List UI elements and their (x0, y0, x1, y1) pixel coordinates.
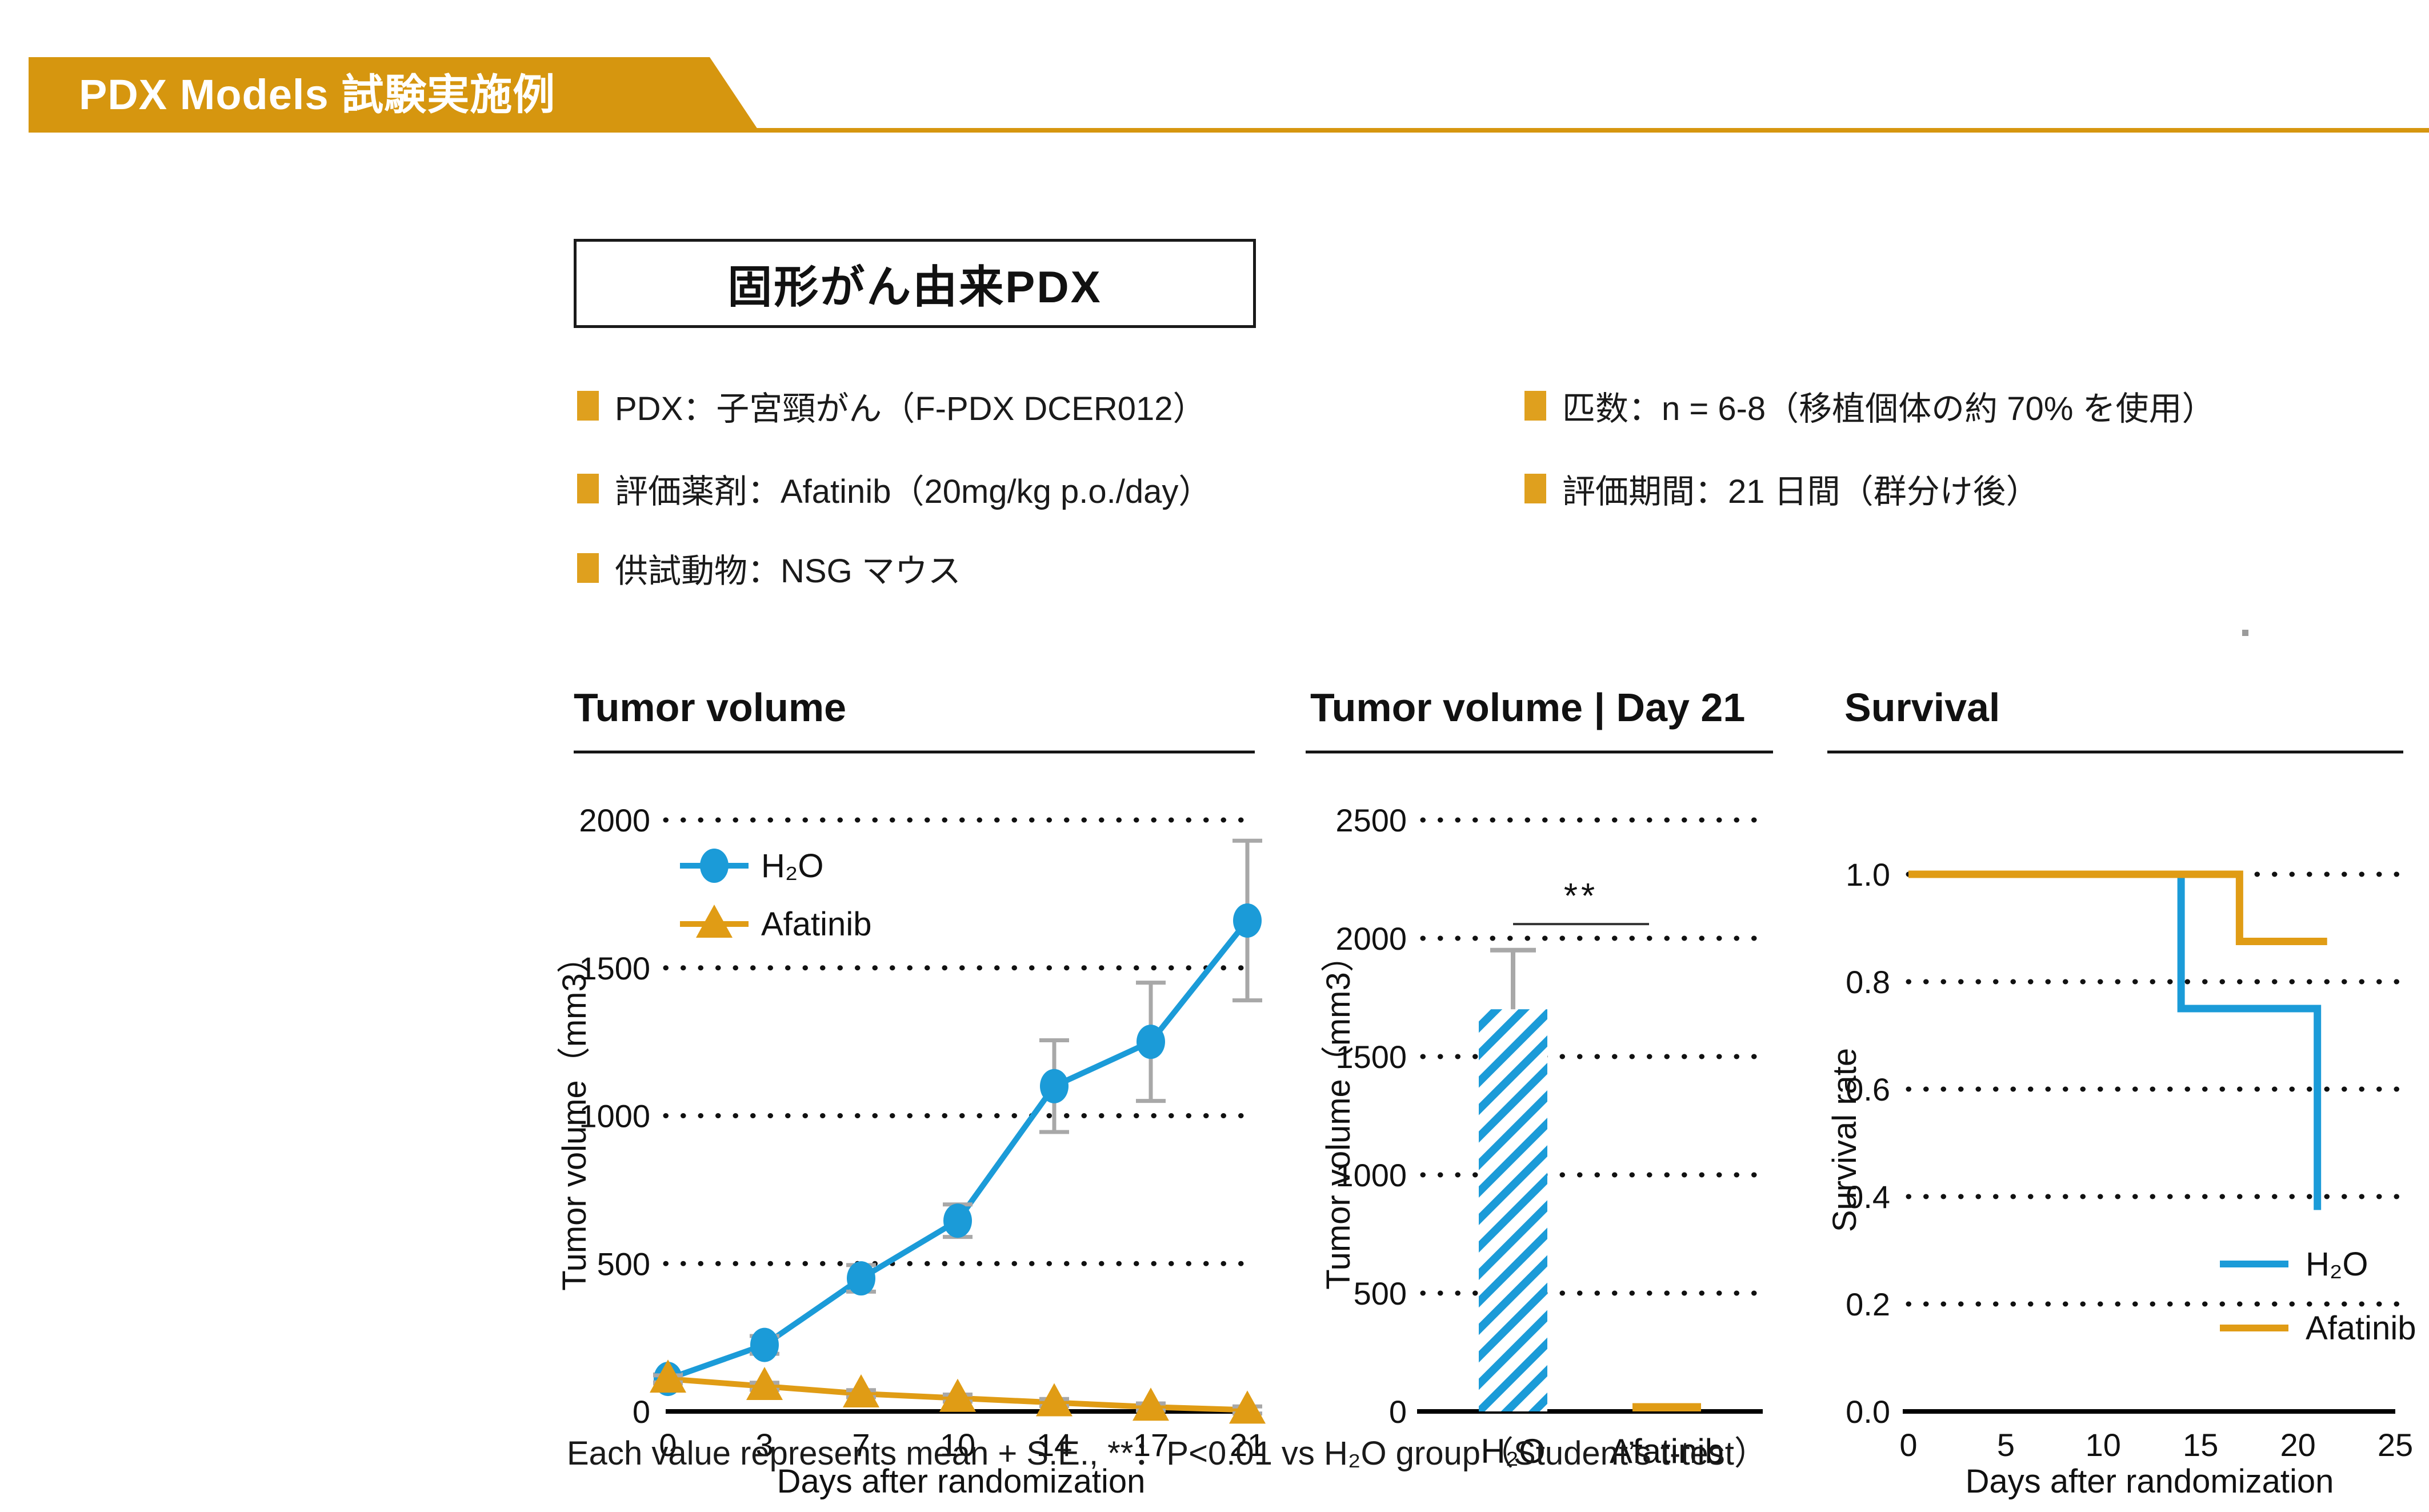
chart1-title: Tumor volume (574, 685, 846, 730)
y-tick-label: 2000 (579, 802, 650, 838)
bullet-n: 匹数：n = 6-8（移植個体の約 70% を使用） (1524, 382, 2215, 430)
data-point-marker-triangle (1036, 1383, 1073, 1417)
bullet-period-label: 評価期間：21 日間（群分け後） (1562, 473, 2039, 510)
bar (1632, 1403, 1701, 1411)
y-tick-label: 0 (633, 1394, 650, 1430)
data-point-marker-circle (1137, 1025, 1165, 1059)
y-tick-label: 0.6 (1846, 1071, 1890, 1107)
legend-label: Afatinib (761, 906, 871, 943)
x-tick-label: 20 (2280, 1427, 2315, 1463)
y-tick-label: 1500 (579, 950, 650, 986)
bullet-animal: 供試動物：NSG マウス (577, 544, 961, 592)
chart1-y-axis-label: Tumor volume（mm3） (556, 940, 593, 1290)
data-point-marker-circle (1233, 903, 1262, 938)
significance-label: ** (1564, 877, 1598, 916)
x-tick-label: 25 (2378, 1427, 2413, 1463)
chart3-x-axis-label: Days after randomization (1966, 1463, 2334, 1500)
artifact-dot (2242, 630, 2248, 636)
bullet-animal-label: 供試動物：NSG マウス (615, 553, 961, 590)
bullet-square-icon (577, 391, 599, 421)
bullet-period: 評価期間：21 日間（群分け後） (1524, 465, 2039, 513)
x-tick-label: 10 (2086, 1427, 2121, 1463)
header-rule (29, 128, 2429, 133)
x-tick-label: 15 (2183, 1427, 2218, 1463)
bullet-square-icon (1524, 391, 1546, 421)
chart2-title: Tumor volume | Day 21 (1310, 685, 1745, 730)
y-tick-label: 0.0 (1846, 1394, 1890, 1430)
series-line (667, 918, 1250, 1382)
y-tick-label: 0 (1389, 1394, 1407, 1430)
y-tick-label: 500 (1354, 1275, 1407, 1311)
x-tick-label: 21 (1230, 1427, 1265, 1463)
page-banner-label: PDX Models 試験実施例 (79, 71, 556, 118)
x-tick-label: 17 (1133, 1427, 1169, 1463)
data-point-marker-triangle (746, 1367, 783, 1401)
y-tick-label: 0.2 (1846, 1286, 1890, 1322)
y-tick-label: 2000 (1335, 921, 1407, 957)
bullet-pdx-label: PDX：子宮頸がん（F-PDX DCER012） (615, 390, 1206, 427)
bullet-square-icon (1524, 474, 1546, 503)
section-title-box: 固形がん由来PDX (574, 239, 1256, 328)
bullet-pdx: PDX：子宮頸がん（F-PDX DCER012） (577, 382, 1206, 430)
y-tick-label: 500 (597, 1246, 650, 1282)
y-tick-label: 1000 (1335, 1157, 1407, 1193)
data-point-marker-triangle (1133, 1387, 1169, 1421)
data-point-marker-circle (847, 1261, 875, 1296)
data-point-marker-circle (1040, 1069, 1069, 1103)
bullet-square-icon (577, 474, 599, 503)
bar-category-label: Afatinib (1610, 1432, 1724, 1470)
bar-category-label: H₂O (1480, 1432, 1545, 1470)
footnote: Each value represents mean + S.E., **：P<… (567, 1435, 1767, 1472)
legend-label: H₂O (761, 847, 824, 885)
x-tick-label: 7 (852, 1427, 870, 1463)
legend-label: Afatinib (2306, 1310, 2416, 1347)
x-tick-label: 0 (659, 1427, 677, 1463)
y-tick-label: 0.4 (1846, 1179, 1890, 1215)
bullet-drug-label: 評価薬剤：Afatinib（20mg/kg p.o./day） (615, 473, 1212, 510)
data-point-marker-circle (943, 1203, 972, 1238)
data-point-marker-triangle (696, 905, 733, 938)
legend-label: H₂O (2306, 1246, 2368, 1283)
survival-step-line (1908, 870, 2322, 1210)
data-point-marker-triangle (939, 1378, 976, 1412)
data-point-marker-circle (750, 1327, 779, 1362)
bar (1479, 1009, 1547, 1411)
data-point-marker-triangle (650, 1359, 686, 1393)
y-tick-label: 1500 (1335, 1039, 1407, 1075)
chart3-title: Survival (1844, 685, 2000, 730)
y-tick-label: 2500 (1335, 802, 1407, 838)
chart1-x-axis-label: Days after randomization (777, 1463, 1146, 1500)
survival-step-line (1908, 870, 2327, 945)
x-tick-label: 3 (755, 1427, 773, 1463)
data-point-marker-triangle (1229, 1390, 1266, 1424)
page-banner: PDX Models 試験実施例 (29, 57, 760, 133)
chart3-y-axis-label: Survival rate (1826, 1048, 1863, 1232)
x-tick-label: 10 (940, 1427, 975, 1463)
x-tick-label: 14 (1037, 1427, 1072, 1463)
x-tick-label: 5 (1997, 1427, 2015, 1463)
bullet-square-icon (577, 553, 599, 583)
y-tick-label: 1000 (579, 1098, 650, 1134)
bullet-drug: 評価薬剤：Afatinib（20mg/kg p.o./day） (577, 465, 1211, 513)
y-tick-label: 1.0 (1846, 857, 1890, 893)
x-tick-label: 0 (1899, 1427, 1917, 1463)
data-point-marker-circle (700, 849, 729, 883)
y-tick-label: 0.8 (1846, 964, 1890, 1000)
section-title: 固形がん由来PDX (727, 262, 1102, 312)
bullet-n-label: 匹数：n = 6-8（移植個体の約 70% を使用） (1562, 390, 2215, 427)
data-point-marker-triangle (843, 1374, 879, 1407)
chart2-y-axis-label: Tumor volume（mm3） (1320, 939, 1357, 1289)
